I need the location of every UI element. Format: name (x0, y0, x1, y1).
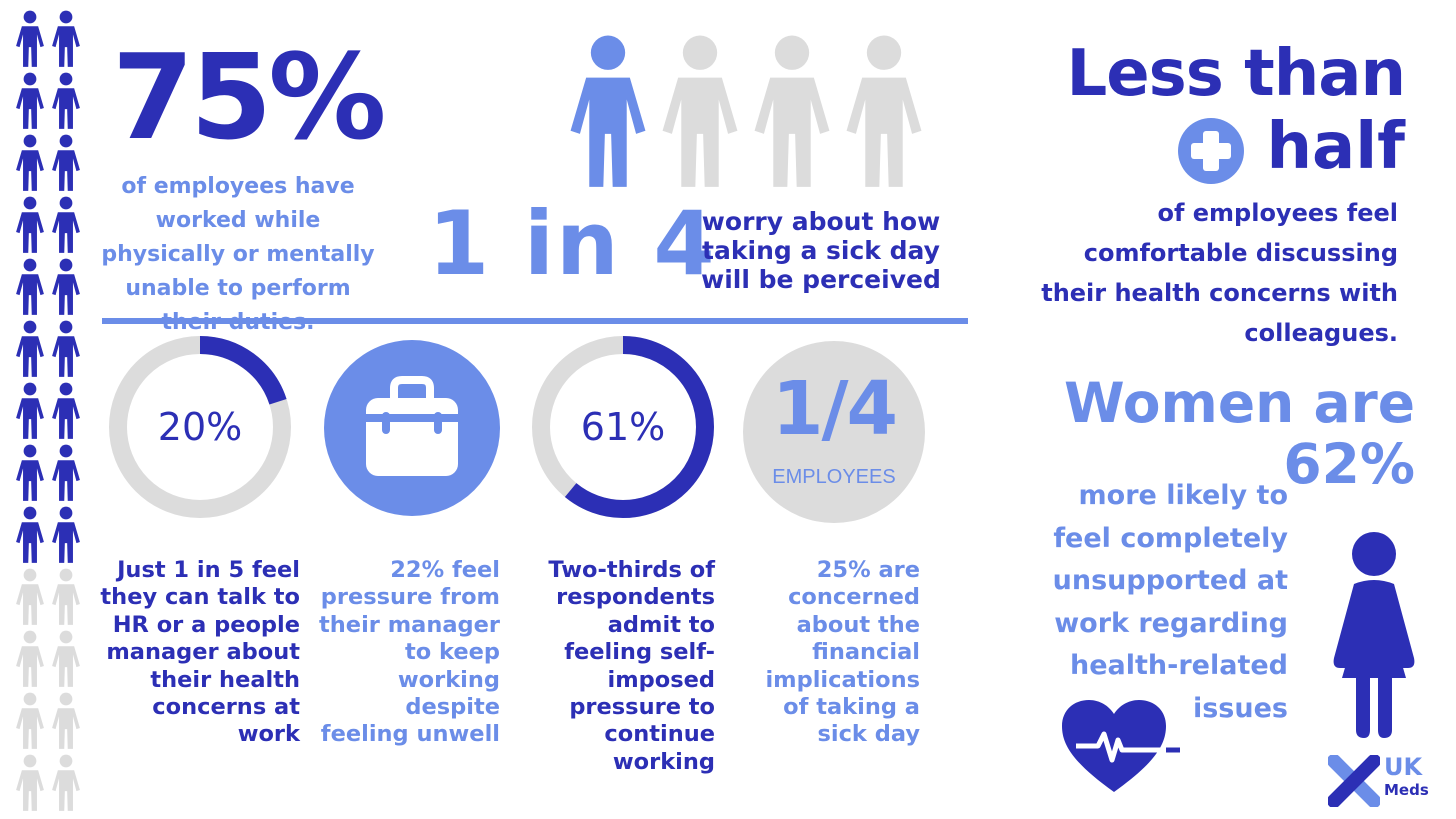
ring-chart-61: 61% (531, 335, 715, 519)
person-icon (16, 320, 44, 377)
person-icon (52, 754, 80, 811)
unsupported-text: more likely to feel completely unsupport… (1052, 480, 1288, 724)
briefcase-circle (324, 340, 508, 524)
people-row-graphic (570, 35, 922, 187)
person-icon (846, 35, 922, 187)
briefcase-icon (324, 340, 500, 516)
women-62-value: 62% (1283, 432, 1415, 496)
person-icon (52, 692, 80, 749)
one-in-four-value: 1 in 4 (428, 192, 717, 295)
person-icon (16, 754, 44, 811)
person-icon (52, 10, 80, 67)
person-icon (16, 196, 44, 253)
half-heading: half (1266, 110, 1405, 184)
stat-self-pressure-text: Two-thirds of respondents admit to feeli… (548, 557, 715, 775)
person-icon (52, 568, 80, 625)
person-icon (662, 35, 738, 187)
person-icon (52, 444, 80, 501)
person-icon (52, 134, 80, 191)
person-icon (16, 72, 44, 129)
divider-line (102, 318, 968, 324)
person-icon (16, 506, 44, 563)
stat-financial-text: 25% are concerned about the financial im… (765, 557, 920, 748)
person-icon (52, 382, 80, 439)
person-icon (52, 630, 80, 687)
person-icon (754, 35, 830, 187)
person-icon (16, 630, 44, 687)
less-than-heading: Less than (1066, 37, 1406, 111)
ring-progress-arc (109, 336, 291, 518)
person-icon (16, 382, 44, 439)
women-are-heading: Women are (1064, 371, 1415, 435)
person-icon (52, 506, 80, 563)
person-icon (52, 196, 80, 253)
ring-61-label: 61% (580, 405, 666, 449)
person-icon (52, 258, 80, 315)
person-icon (16, 134, 44, 191)
stat-hr-text: Just 1 in 5 feel they can talk to HR or … (100, 557, 300, 748)
comfort-text: of employees feel comfortable discussing… (1041, 199, 1398, 347)
person-icon (16, 568, 44, 625)
person-icon (16, 258, 44, 315)
quarter-value: 1/4 (771, 366, 898, 452)
person-icon (16, 10, 44, 67)
ring-20-label: 20% (157, 405, 243, 449)
worry-text: worry about how taking a sick day will b… (701, 207, 941, 294)
woman-icon (1333, 532, 1415, 738)
person-icon (16, 692, 44, 749)
person-icon (16, 444, 44, 501)
people-column-graphic (10, 10, 90, 815)
person-icon (52, 320, 80, 377)
logo-uk-text: UK (1384, 753, 1423, 781)
person-icon (52, 72, 80, 129)
quarter-circle: 1/4 EMPLOYEES (742, 340, 926, 524)
ring-progress-arc (532, 336, 714, 518)
logo-x-icon (1328, 755, 1380, 807)
stat-75-value: 75% (112, 28, 386, 166)
stat-75-text: of employees have worked while physicall… (101, 174, 375, 335)
ring-chart-20: 20% (108, 335, 292, 519)
heart-pulse-icon (1062, 700, 1180, 792)
person-icon (570, 35, 646, 187)
medical-plus-icon (1178, 118, 1244, 184)
stat-manager-text: 22% feel pressure from their manager to … (319, 557, 500, 748)
uk-meds-logo: UK Meds (1328, 755, 1438, 807)
quarter-label: EMPLOYEES (772, 466, 896, 488)
logo-meds-text: Meds (1384, 781, 1429, 799)
